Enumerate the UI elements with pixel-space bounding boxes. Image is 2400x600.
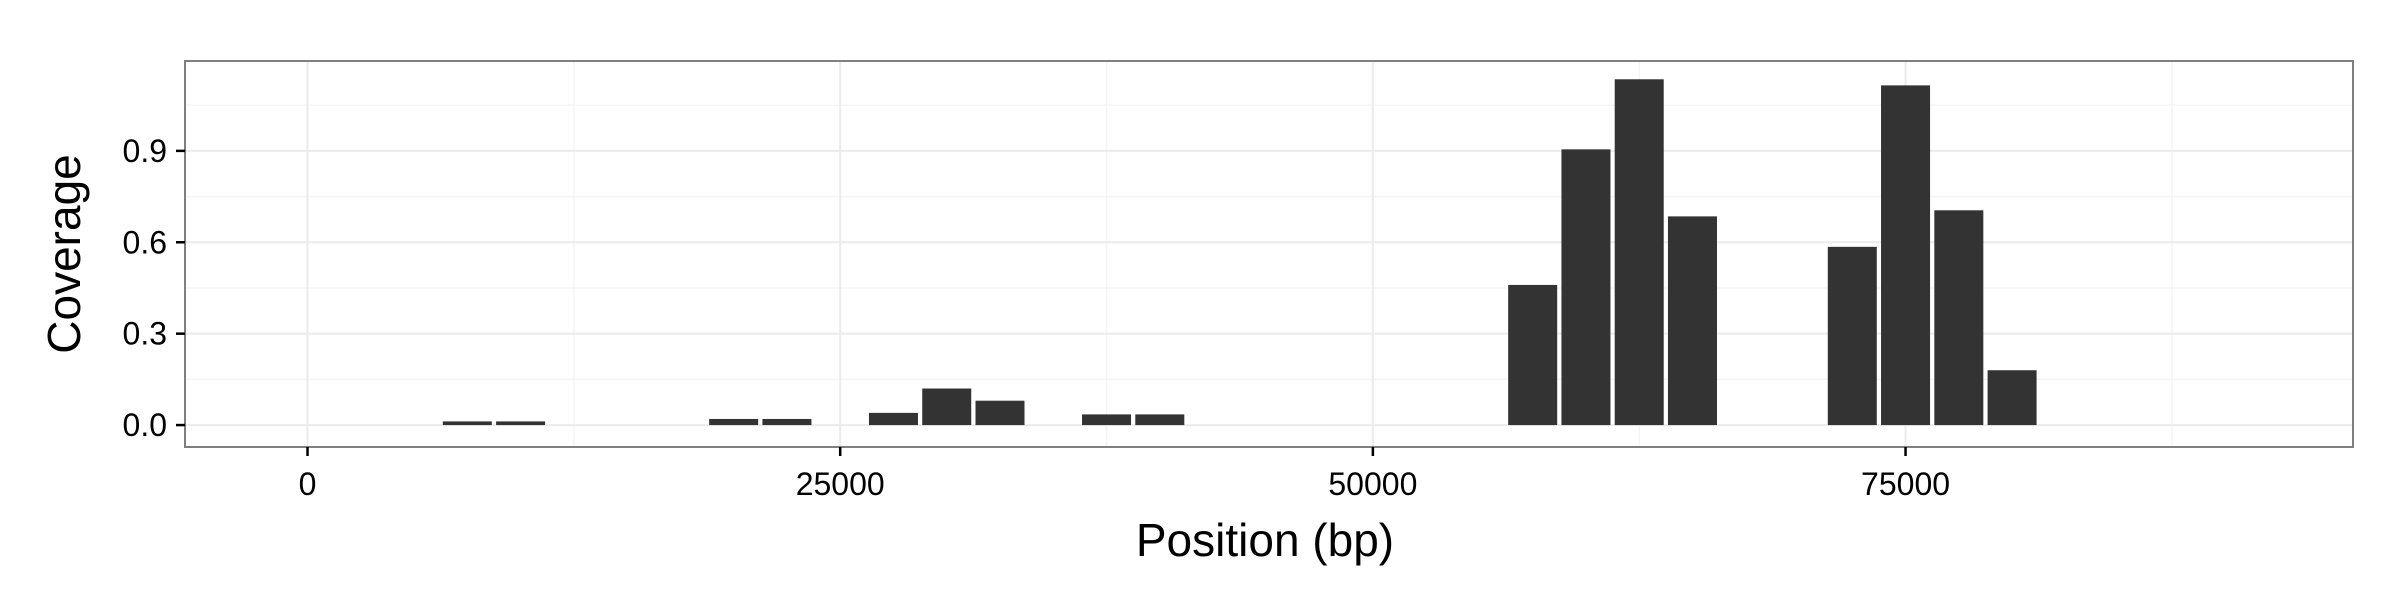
bar	[1934, 210, 1984, 426]
bar	[1082, 414, 1132, 426]
bar	[442, 421, 492, 426]
y-tick-label: 0.9	[123, 133, 167, 169]
bar	[975, 400, 1025, 426]
bar	[1667, 216, 1717, 426]
axis-ticks	[176, 149, 1907, 456]
bar	[762, 418, 812, 426]
y-tick-label: 0.3	[123, 316, 167, 352]
x-tick-labels: 0 25000 50000 75000	[299, 466, 1950, 502]
y-tick-label: 0.6	[123, 224, 167, 260]
plot-panel-border	[184, 60, 2354, 448]
x-tick-label: 75000	[1861, 466, 1950, 502]
y-axis-title: Coverage	[38, 154, 90, 353]
bar	[1614, 79, 1664, 426]
bar	[709, 418, 759, 426]
bar	[1508, 284, 1558, 426]
bars	[442, 79, 2037, 426]
y-tick-label: 0.0	[123, 407, 167, 443]
bar	[868, 412, 918, 426]
bar	[1827, 246, 1877, 426]
bar	[1561, 149, 1611, 426]
x-tick-label: 50000	[1328, 466, 1417, 502]
x-tick-label: 25000	[796, 466, 885, 502]
x-tick-label: 0	[299, 466, 317, 502]
y-tick-labels: 0.0 0.3 0.6 0.9	[123, 133, 167, 443]
bar	[496, 421, 546, 426]
bar	[1135, 414, 1185, 426]
x-axis-title: Position (bp)	[1136, 514, 1394, 566]
bar	[1881, 85, 1931, 426]
bar	[922, 388, 972, 426]
bar	[1987, 370, 2037, 426]
